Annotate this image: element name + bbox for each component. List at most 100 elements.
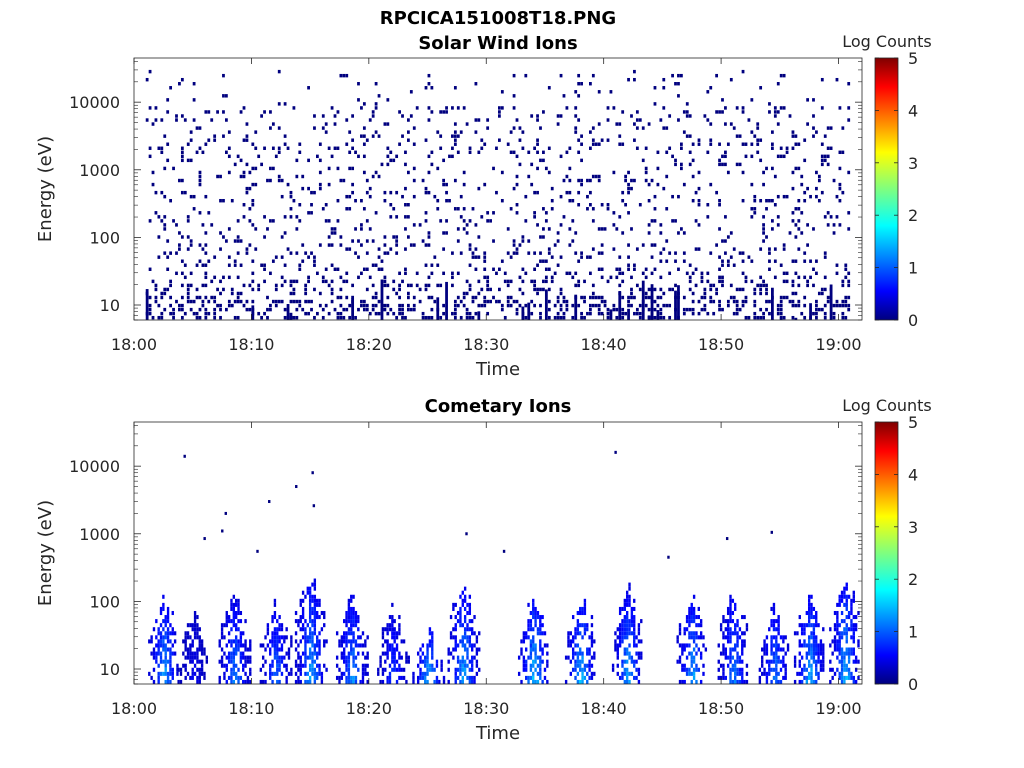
count-cell (662, 315, 666, 320)
count-cell (644, 267, 648, 271)
count-cell (841, 315, 845, 320)
count-cell (717, 643, 720, 648)
count-cell (245, 251, 249, 255)
count-cell (360, 271, 363, 276)
count-cell (169, 667, 172, 672)
count-cell (310, 307, 313, 312)
count-cell (308, 586, 312, 591)
count-cell (237, 606, 240, 611)
count-cell (350, 675, 353, 680)
count-cell (440, 663, 443, 668)
count-cell (380, 267, 384, 271)
count-cell (812, 283, 815, 288)
count-cell (316, 639, 319, 644)
count-cell (568, 166, 572, 171)
count-cell (662, 126, 666, 130)
count-cell (559, 307, 563, 312)
count-cell (283, 663, 286, 668)
count-cell (453, 142, 457, 146)
count-cell (210, 223, 214, 227)
count-cell (688, 671, 691, 676)
count-cell (791, 170, 795, 175)
count-cell (583, 602, 587, 607)
count-cell (283, 279, 287, 284)
count-cell (266, 623, 270, 628)
count-cell (703, 287, 707, 292)
count-cell (635, 651, 638, 656)
count-cell (345, 295, 349, 300)
count-cell (832, 223, 836, 227)
count-cell (345, 659, 348, 664)
count-cell (204, 283, 208, 288)
count-cell (419, 655, 422, 660)
count-cell (685, 110, 689, 114)
count-cell (637, 667, 641, 672)
count-cell (225, 239, 228, 243)
count-cell (294, 647, 298, 652)
count-cell (521, 130, 525, 134)
count-cell (239, 659, 243, 664)
count-cell (762, 231, 765, 235)
count-cell (761, 671, 764, 676)
count-cell (591, 247, 595, 251)
count-cell (736, 643, 739, 648)
count-cell (518, 162, 522, 167)
count-cell (738, 667, 742, 672)
count-cell (819, 667, 823, 672)
count-cell (269, 178, 272, 183)
count-cell (404, 227, 407, 231)
count-cell (306, 635, 309, 640)
count-cell (474, 82, 478, 86)
count-cell (295, 299, 299, 304)
count-cell (518, 275, 522, 280)
count-cell (532, 647, 535, 652)
count-cell (182, 651, 185, 656)
count-cell (726, 631, 730, 636)
count-cell (352, 663, 355, 668)
count-cell (330, 154, 334, 159)
count-cell (383, 243, 387, 247)
count-cell (732, 299, 736, 304)
count-cell (345, 307, 349, 312)
count-cell (709, 86, 713, 90)
count-cell (810, 671, 813, 676)
count-cell (452, 602, 455, 607)
count-cell (633, 598, 636, 603)
count-cell (665, 207, 669, 211)
count-cell (618, 283, 622, 288)
count-cell (729, 647, 732, 652)
count-cell (198, 174, 202, 179)
count-cell (160, 315, 164, 320)
y-tick-label: 10 (100, 296, 120, 315)
count-cell (407, 118, 410, 122)
count-cell (690, 635, 693, 640)
count-cell (544, 259, 548, 263)
count-cell (777, 659, 780, 664)
count-cell (692, 675, 696, 680)
count-cell (791, 315, 795, 320)
count-cell (189, 675, 192, 680)
count-cell (462, 207, 466, 211)
count-cell (384, 639, 387, 644)
count-cell (386, 679, 389, 684)
count-cell (242, 663, 245, 668)
count-cell (522, 639, 526, 644)
count-cell (412, 142, 416, 146)
count-cell (534, 647, 537, 652)
count-cell (381, 635, 385, 640)
count-cell (820, 154, 824, 159)
count-cell (534, 615, 537, 620)
count-cell (831, 651, 834, 656)
count-cell (756, 126, 760, 130)
count-cell (219, 247, 222, 251)
count-cell (530, 279, 534, 284)
count-cell (719, 651, 723, 656)
count-cell (579, 610, 582, 616)
count-cell (603, 299, 607, 304)
count-cell (841, 190, 845, 195)
count-cell (462, 227, 466, 231)
count-cell (461, 598, 464, 603)
count-cell (430, 315, 434, 320)
count-cell (409, 307, 413, 312)
count-cell (393, 627, 396, 632)
